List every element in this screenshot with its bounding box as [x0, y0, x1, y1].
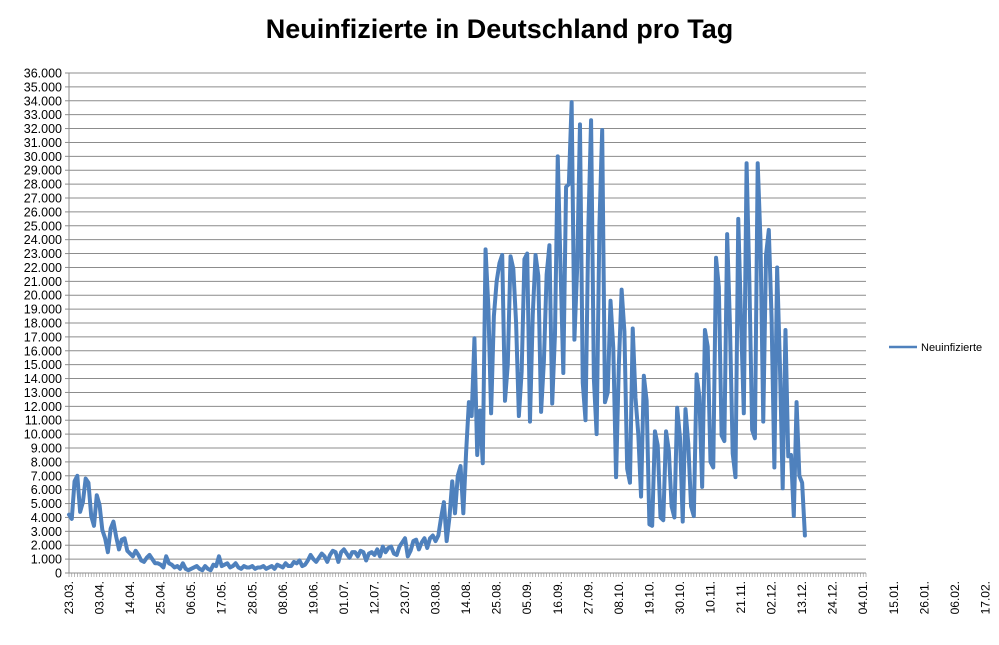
- x-tick-label: 21.11.: [734, 581, 748, 613]
- x-tick-label: 06.02.: [948, 581, 962, 614]
- y-tick-label: 14.000: [24, 372, 62, 386]
- y-tick-label: 30.000: [24, 150, 62, 164]
- x-tick-label: 03.08.: [429, 581, 443, 614]
- x-tick-label: 01.07.: [337, 581, 351, 614]
- y-tick-label: 19.000: [24, 303, 62, 317]
- x-tick-label: 13.12.: [795, 581, 809, 614]
- y-tick-label: 31.000: [24, 136, 62, 150]
- x-tick-label: 15.01.: [887, 581, 901, 614]
- x-tick-label: 14.08.: [459, 581, 473, 614]
- y-tick-label: 5.000: [31, 497, 62, 511]
- y-tick-label: 36.000: [24, 67, 62, 81]
- x-tick-label: 27.09.: [581, 581, 595, 614]
- y-tick-label: 8.000: [31, 455, 62, 469]
- x-tick-label: 25.08.: [490, 581, 504, 614]
- x-tick-label: 23.03.: [62, 581, 76, 614]
- x-tick-label: 24.12.: [826, 581, 840, 614]
- y-tick-label: 9.000: [31, 442, 62, 456]
- y-tick-label: 1.000: [31, 553, 62, 567]
- x-tick-label: 04.01.: [856, 581, 870, 614]
- y-tick-label: 27.000: [24, 192, 62, 206]
- x-tick-label: 28.05.: [245, 581, 259, 614]
- y-tick-label: 26.000: [24, 205, 62, 219]
- x-tick-label: 08.06.: [276, 581, 290, 614]
- axis-layer: 01.0002.0003.0004.0005.0006.0007.0008.00…: [24, 67, 993, 615]
- x-tick-label: 17.05.: [215, 581, 229, 614]
- legend-label: Neuinfizierte: [921, 342, 982, 354]
- chart-title: Neuinfizierte in Deutschland pro Tag: [265, 14, 734, 44]
- x-tick-label: 02.12.: [765, 581, 779, 614]
- x-tick-label: 25.04.: [154, 581, 168, 614]
- y-tick-label: 21.000: [24, 275, 62, 289]
- x-tick-label: 14.04.: [123, 581, 137, 614]
- y-tick-label: 11.000: [25, 414, 62, 428]
- y-tick-label: 0: [55, 567, 62, 581]
- x-tick-label: 08.10.: [612, 581, 626, 614]
- x-tick-label: 23.07.: [398, 581, 412, 614]
- x-tick-label: 19.10.: [642, 581, 656, 614]
- y-tick-label: 24.000: [24, 233, 62, 247]
- y-tick-label: 35.000: [24, 80, 62, 94]
- y-tick-label: 13.000: [24, 386, 62, 400]
- y-tick-label: 33.000: [24, 108, 62, 122]
- y-tick-label: 4.000: [31, 511, 62, 525]
- x-tick-label: 30.10.: [673, 581, 687, 614]
- y-tick-label: 18.000: [24, 317, 62, 331]
- legend: Neuinfizierte: [889, 342, 982, 354]
- y-tick-label: 28.000: [24, 178, 62, 192]
- x-tick-label: 26.01.: [917, 581, 931, 614]
- y-tick-label: 10.000: [24, 428, 62, 442]
- x-tick-label: 03.04.: [93, 581, 107, 614]
- y-tick-label: 20.000: [24, 289, 62, 303]
- y-tick-label: 32.000: [24, 122, 62, 136]
- y-tick-label: 7.000: [31, 469, 62, 483]
- y-tick-label: 25.000: [24, 219, 62, 233]
- y-tick-label: 3.000: [31, 525, 62, 539]
- y-tick-label: 15.000: [24, 358, 62, 372]
- y-tick-label: 17.000: [24, 330, 62, 344]
- y-tick-label: 29.000: [24, 164, 62, 178]
- y-tick-label: 6.000: [31, 483, 62, 497]
- x-tick-label: 06.05.: [184, 581, 198, 614]
- x-tick-label: 16.09.: [551, 581, 565, 614]
- y-tick-label: 22.000: [24, 261, 62, 275]
- y-tick-label: 16.000: [24, 344, 62, 358]
- y-tick-label: 12.000: [24, 400, 62, 414]
- x-tick-label: 05.09.: [520, 581, 534, 614]
- x-tick-label: 12.07.: [367, 581, 381, 614]
- y-tick-label: 2.000: [31, 539, 62, 553]
- series-line: [67, 100, 807, 573]
- x-tick-label: 19.06.: [306, 581, 320, 614]
- y-tick-label: 34.000: [24, 94, 62, 108]
- series-layer: [67, 100, 807, 573]
- x-tick-label: 10.11.: [703, 581, 717, 613]
- x-tick-label: 17.02.: [978, 581, 992, 614]
- y-tick-label: 23.000: [24, 247, 62, 261]
